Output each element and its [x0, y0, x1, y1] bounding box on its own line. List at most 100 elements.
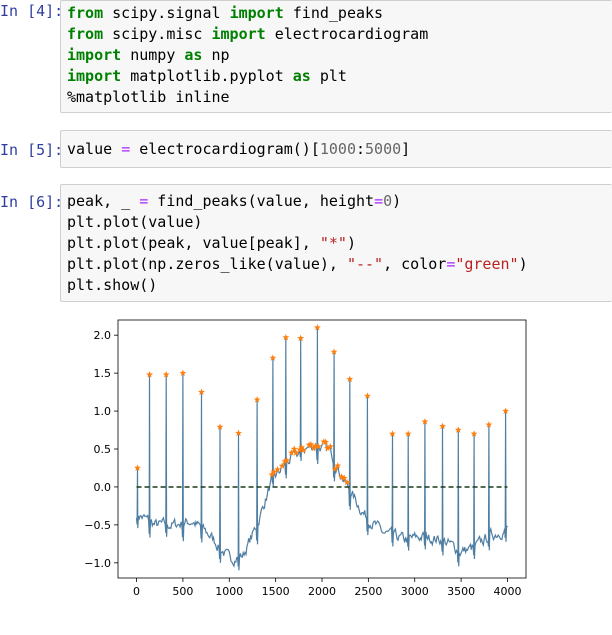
peak-marker [502, 407, 509, 414]
code-token: scipy.signal [103, 4, 230, 22]
y-tick-label: 2.0 [94, 329, 112, 342]
x-tick-label: 1500 [262, 585, 290, 598]
code-token: "*" [319, 234, 347, 252]
peak-marker [298, 443, 305, 451]
code-token: find_peaks(value, height [148, 192, 375, 210]
peak-marker [364, 392, 371, 399]
code-token: = [139, 192, 149, 210]
cell-prompt: In [4]: [0, 2, 64, 20]
y-tick-label: −0.5 [84, 519, 111, 532]
x-tick-label: 2000 [308, 585, 336, 598]
peak-marker [334, 462, 342, 469]
peak-marker [314, 442, 322, 450]
peak-marker [146, 371, 153, 378]
code-token: numpy [121, 46, 185, 64]
y-tick-label: 0.0 [94, 481, 112, 494]
peak-marker [274, 466, 281, 473]
code-token: electrocardiogram [265, 25, 429, 43]
peak-marker [338, 473, 345, 480]
cell-prompt: In [5]: [0, 141, 64, 159]
peak-marker [134, 464, 141, 471]
code-token: ) [392, 192, 402, 210]
peak-marker [269, 354, 277, 361]
peak-marker [389, 430, 396, 437]
peak-marker [307, 440, 315, 448]
code-token: = [446, 255, 456, 273]
code-token: 5000 [365, 140, 402, 158]
code-token: plt.show() [67, 276, 158, 294]
peak-marker [470, 430, 478, 437]
code-token: = [121, 140, 131, 158]
peak-marker [485, 421, 493, 428]
code-token: ] [401, 140, 411, 158]
peak-marker [278, 462, 286, 469]
x-tick-label: 1000 [215, 585, 243, 598]
code-token: as [292, 67, 311, 85]
peak-marker [421, 418, 429, 425]
peak-marker [283, 456, 291, 464]
code-token: plt.plot(peak, value[peak], [67, 234, 320, 252]
code-token: "--" [346, 255, 384, 273]
peak-marker [270, 468, 278, 475]
x-tick-label: 3500 [447, 585, 475, 598]
peak-marker [292, 449, 300, 456]
peak-marker [296, 446, 304, 453]
ecg-signal-line [135, 327, 508, 571]
code-token: import [67, 67, 122, 85]
code-token: ) [346, 234, 356, 252]
peak-marker [324, 444, 331, 452]
code-token: = [374, 192, 384, 210]
x-tick-label: 500 [172, 585, 193, 598]
peak-marker [198, 388, 205, 395]
peak-marker [439, 422, 446, 430]
peak-marker [282, 333, 290, 341]
x-tick-label: 3000 [401, 585, 429, 598]
code-token: : [356, 140, 366, 158]
ecg-plot: 0 500 1000 1500 2000 2500 3000 3500 4000 −1.0 −0.5… [84, 319, 527, 598]
code-token: %matplotlib inline [67, 88, 230, 106]
peak-marker [326, 443, 334, 450]
code-block: from scipy.signal import find_peaks from… [67, 3, 612, 108]
code-token: import [211, 25, 266, 43]
y-tick-label: 1.0 [94, 405, 112, 418]
peak-marker [313, 324, 321, 331]
x-tick-label: 0 [133, 585, 140, 598]
code-token: import [67, 46, 122, 64]
peak-marker [340, 474, 348, 481]
peak-marker [179, 369, 187, 376]
peak-marker [216, 423, 224, 430]
peak-marker [253, 396, 261, 403]
peak-marker [162, 371, 170, 378]
code-token: "green" [455, 255, 519, 273]
code-token: electrocardiogram()[ [130, 140, 320, 158]
peak-marker [235, 429, 242, 436]
y-tick-label: 0.5 [94, 443, 112, 456]
code-token: as [184, 46, 203, 64]
peak-marker [297, 334, 305, 342]
code-cell-imports[interactable]: from scipy.signal import find_peaks from… [60, 0, 612, 113]
plot-frame [117, 319, 527, 579]
code-token: ) [518, 255, 528, 273]
code-token: value [67, 140, 122, 158]
peak-marker [322, 438, 330, 445]
peak-marker [343, 478, 351, 486]
code-token: from [67, 4, 104, 22]
code-block: value = electrocardiogram()[1000:5000] [67, 139, 612, 160]
code-token: from [67, 25, 104, 43]
code-token: np [202, 46, 230, 64]
code-cell-plot[interactable]: peak, _ = find_peaks(value, height=0) pl… [60, 184, 612, 302]
cell-prompt: In [6]: [0, 193, 64, 211]
code-token: , color [383, 255, 447, 273]
peak-marker [454, 426, 462, 433]
code-token: scipy.misc [103, 25, 212, 43]
peak-marker [404, 430, 412, 437]
peak-marker [330, 348, 338, 355]
code-token: plt [310, 67, 347, 85]
code-cell-value[interactable]: value = electrocardiogram()[1000:5000] [60, 130, 612, 168]
x-tick-label: 2500 [354, 585, 382, 598]
peak-marker [346, 375, 354, 383]
peak-marker [281, 457, 289, 465]
y-tick-label: 1.5 [94, 367, 112, 380]
code-token: import [229, 4, 284, 22]
x-tick-label: 4000 [493, 585, 521, 598]
